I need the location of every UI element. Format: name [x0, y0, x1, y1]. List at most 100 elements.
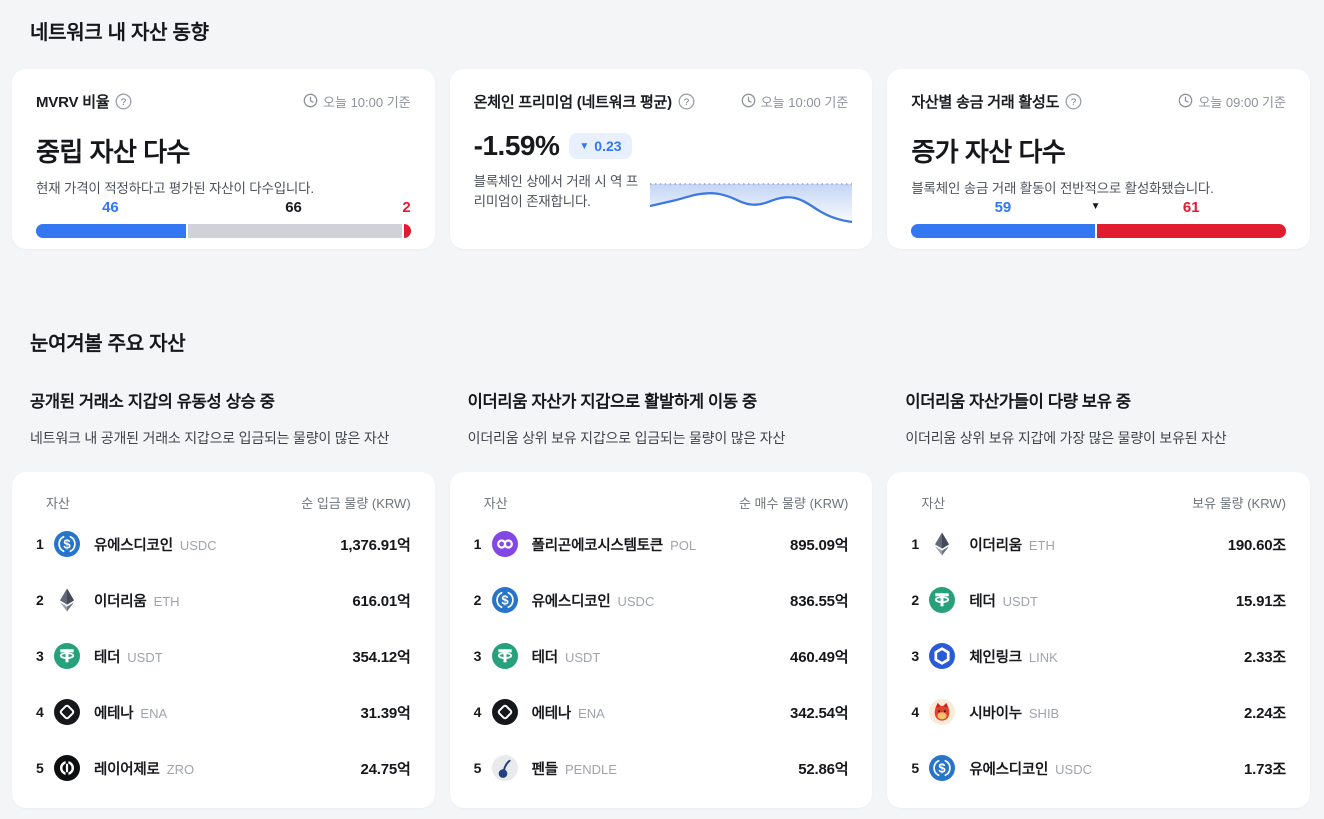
asset-row[interactable]: 5 레이어제로 ZRO 24.75억 [36, 740, 411, 796]
asset-name: 테더 [969, 593, 996, 610]
asset-row[interactable]: 2 $ 유에스디코인 USDC 836.55억 [474, 572, 849, 628]
asset-rank: 4 [36, 704, 44, 720]
asset-value: 2.33조 [1243, 648, 1286, 666]
bar-segment [1096, 223, 1286, 238]
asset-name: 펜들 [531, 761, 558, 778]
svg-text:$: $ [501, 593, 509, 608]
asset-ticker: ETH [1028, 537, 1055, 553]
usdt-coin-icon [491, 643, 518, 669]
help-icon[interactable]: ? [115, 93, 132, 110]
asset-ticker: USDT [564, 649, 601, 665]
column-subheading: 이더리움 상위 보유 지갑으로 입금되는 물량이 많은 자산 [467, 430, 786, 446]
change-value: 0.23 [594, 138, 622, 154]
asset-rank: 4 [473, 704, 482, 720]
column-subheading: 이더리움 상위 보유 지갑에 가장 많은 물량이 보유된 자산 [905, 430, 1227, 446]
svg-text:$: $ [939, 761, 947, 776]
status-text: 중립 자산 다수 [36, 137, 190, 167]
split-marker-icon: ▼ [1090, 200, 1101, 212]
asset-row[interactable]: 1 $ 유에스디코인 USDC 1,376.91억 [36, 516, 411, 572]
bar-label: 61 [1182, 198, 1200, 216]
asset-row[interactable]: 3 테더 USDT 354.12억 [36, 628, 411, 684]
table-rows: 1 폴리곤에코시스템토큰 POL 895.09억 2 $ 유에스디코인 USDC 836.55억… [474, 516, 849, 796]
column-heading: 공개된 거래소 지갑의 유동성 상승 중 [30, 393, 275, 411]
asset-table: 자산 순 매수 물량 (KRW) 1 폴리곤에코시스템토큰 POL 895.09억 2 $… [449, 472, 873, 808]
column-heading: 이더리움 자산가 지갑으로 활발하게 이동 중 [467, 393, 758, 411]
asset-value: 2.24조 [1243, 704, 1286, 722]
help-icon[interactable]: ? [678, 93, 695, 110]
asset-rank: 2 [911, 592, 920, 608]
asset-row[interactable]: 4 에테나 ENA 342.54억 [474, 684, 849, 740]
asset-row[interactable]: 2 테더 USDT 15.91조 [911, 572, 1286, 628]
asset-name: 이더리움 [94, 593, 147, 610]
card-title: 온체인 프리미엄 (네트워크 평균) [473, 94, 672, 111]
asset-row[interactable]: 1 폴리곤에코시스템토큰 POL 895.09억 [474, 516, 849, 572]
bar-track [36, 223, 411, 238]
col-value-label: 순 매수 물량 (KRW) [738, 495, 849, 511]
asset-name: 폴리곤에코시스템토큰 [531, 537, 664, 554]
asset-row[interactable]: 2 이더리움 ETH 616.01억 [36, 572, 411, 628]
svg-text:?: ? [684, 97, 689, 108]
premium-sparkline-chart [649, 181, 854, 234]
asset-ticker: ENA [140, 705, 168, 721]
asset-value: 190.60조 [1227, 536, 1286, 554]
asset-name: 테더 [531, 649, 558, 666]
asset-name: 유에스디코인 [94, 537, 173, 554]
asset-column: 이더리움 자산가 지갑으로 활발하게 이동 중 이더리움 상위 보유 지갑으로 … [449, 388, 873, 808]
col-asset-label: 자산 [483, 495, 508, 511]
timestamp: 오늘 09:00 기준 [1198, 95, 1286, 110]
asset-rank: 2 [36, 592, 44, 608]
asset-row[interactable]: 1 이더리움 ETH 190.60조 [911, 516, 1286, 572]
asset-name: 에테나 [94, 705, 134, 722]
asset-rank: 1 [36, 536, 44, 552]
asset-rank: 3 [911, 648, 920, 664]
asset-rank: 3 [36, 648, 44, 664]
asset-rank: 1 [911, 536, 920, 552]
asset-ticker: USDC [1055, 761, 1093, 777]
shib-coin-icon [929, 699, 956, 725]
card-title: 자산별 송금 거래 활성도 [911, 94, 1060, 111]
column-subheading: 네트워크 내 공개된 거래소 지갑으로 입금되는 물량이 많은 자산 [30, 430, 390, 446]
bar-label: 2 [402, 198, 411, 216]
asset-value: 895.09억 [790, 536, 849, 554]
asset-name: 시바이누 [969, 705, 1022, 722]
pol-coin-icon [491, 531, 518, 557]
eth-coin-icon [54, 587, 80, 613]
eth-coin-icon [929, 531, 955, 557]
help-icon[interactable]: ? [1065, 93, 1082, 110]
trend-cards-row: MVRV 비율 ? 오늘 10:00 기준 중립 자산 다수 현재 가격이 적정… [12, 69, 1310, 249]
usdc-coin-icon: $ [929, 755, 956, 781]
svg-text:$: $ [63, 537, 71, 552]
col-asset-label: 자산 [46, 495, 70, 511]
link-coin-icon [929, 643, 956, 669]
col-asset-label: 자산 [921, 495, 946, 511]
asset-value: 616.01억 [352, 592, 411, 610]
col-value-label: 보유 물량 (KRW) [1192, 495, 1286, 511]
asset-name: 유에스디코인 [969, 761, 1049, 778]
asset-rank: 4 [911, 704, 920, 720]
card-head: 자산별 송금 거래 활성도 ? 오늘 09:00 기준 [911, 91, 1286, 112]
card-head: 온체인 프리미엄 (네트워크 평균) ? 오늘 10:00 기준 [473, 91, 848, 112]
asset-rank: 5 [473, 760, 482, 776]
ena-coin-icon [54, 699, 80, 725]
bar-track [911, 223, 1286, 238]
section-assets: 눈여겨볼 주요 자산 공개된 거래소 지갑의 유동성 상승 중 네트워크 내 공… [12, 327, 1310, 808]
asset-value: 354.12억 [352, 648, 411, 666]
asset-row[interactable]: 4 에테나 ENA 31.39억 [36, 684, 411, 740]
bar-labels: 59 61 ▼ [911, 199, 1286, 216]
usdt-coin-icon [54, 643, 80, 669]
usdc-coin-icon: $ [491, 587, 518, 613]
asset-value: 1,376.91억 [340, 536, 411, 554]
timestamp: 오늘 10:00 기준 [323, 95, 411, 110]
column-heading: 이더리움 자산가들이 다량 보유 중 [905, 393, 1131, 411]
col-value-label: 순 입금 물량 (KRW) [301, 495, 411, 511]
asset-row[interactable]: 5 펜들 PENDLE 52.86억 [474, 740, 849, 796]
asset-row[interactable]: 5 $ 유에스디코인 USDC 1.73조 [911, 740, 1286, 796]
asset-row[interactable]: 4 시바이누 SHIB 2.24조 [911, 684, 1286, 740]
asset-row[interactable]: 3 테더 USDT 460.49억 [474, 628, 849, 684]
asset-ticker: SHIB [1028, 705, 1060, 721]
usdt-coin-icon [929, 587, 956, 613]
asset-row[interactable]: 3 체인링크 LINK 2.33조 [911, 628, 1286, 684]
clock-icon [741, 93, 756, 111]
asset-table: 자산 보유 물량 (KRW) 1 이더리움 ETH 190.60조 2 테더 USDT 15.… [887, 472, 1310, 808]
table-header: 자산 순 매수 물량 (KRW) [474, 488, 849, 516]
